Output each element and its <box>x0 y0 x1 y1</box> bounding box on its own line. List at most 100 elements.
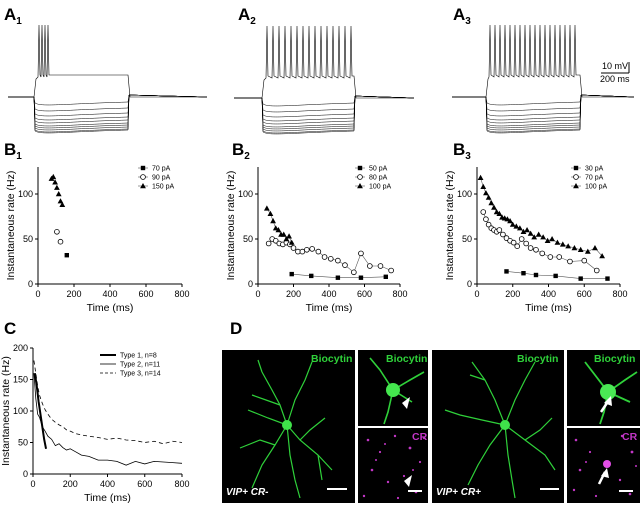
scale-bar-time-label: 200 ms <box>600 74 630 84</box>
panel-label-a3: A3 <box>453 5 471 27</box>
data-point <box>553 273 558 279</box>
data-point <box>539 250 546 257</box>
chart-b1: 0 200 400 600 800 0 50 100 Time (ms) Instantaneou… <box>5 166 190 315</box>
micrograph-tag-vip-cr-neg: VIP+ CR- <box>226 487 269 498</box>
legend-entry: 100 pA <box>369 184 392 191</box>
y-tick-label: 100 <box>13 406 28 416</box>
voltage-trace <box>452 94 635 134</box>
voltage-trace <box>8 94 208 117</box>
y-tick-label: 50 <box>243 234 253 244</box>
data-point <box>309 246 315 252</box>
micrograph-label-cr-1: CR <box>412 431 428 443</box>
series-line <box>480 177 603 257</box>
micrograph-label-biocytin-3: Biocytin <box>517 353 558 365</box>
data-point <box>493 209 500 215</box>
series-line <box>506 271 608 279</box>
neuron-2-morphology <box>444 361 556 499</box>
data-point <box>55 191 62 197</box>
legend-marker <box>573 174 579 180</box>
legend-entry: 80 pA <box>369 175 388 182</box>
legend-entry: 70 pA <box>152 166 171 173</box>
legend-entry: 70 pA <box>585 175 604 182</box>
data-point <box>289 271 294 277</box>
data-point <box>514 243 521 250</box>
data-point <box>571 245 578 251</box>
data-point <box>578 276 583 281</box>
data-point <box>593 267 600 274</box>
y-tick-label: 50 <box>18 438 28 448</box>
voltage-trace <box>8 94 208 124</box>
x-tick-label: 800 <box>612 289 627 299</box>
voltage-trace <box>8 94 208 134</box>
data-point <box>275 227 282 233</box>
micrographs: Biocytin Biocytin CR Biocytin Biocytin C… <box>222 350 640 503</box>
panel-label-b1: B1 <box>4 140 22 162</box>
cr-puncta-1 <box>362 434 426 500</box>
scale-bar: 10 mV 200 ms <box>600 61 630 84</box>
voltage-traces-a3 <box>452 24 635 134</box>
data-point <box>527 230 534 236</box>
data-point <box>477 174 484 180</box>
voltage-trace <box>452 94 635 121</box>
panel-label-b2: B2 <box>232 140 250 162</box>
data-point <box>496 227 503 233</box>
micrograph-label-biocytin-4: Biocytin <box>594 353 635 365</box>
series-line <box>33 373 183 466</box>
panel-label-a2: A2 <box>238 5 256 27</box>
data-point <box>280 231 287 237</box>
x-axis-label: Time (ms) <box>525 302 572 314</box>
data-point <box>358 275 364 280</box>
micrograph-label-biocytin-2: Biocytin <box>386 353 427 365</box>
data-point <box>503 235 510 241</box>
voltage-trace <box>234 95 415 122</box>
data-point <box>509 221 516 227</box>
data-point <box>290 245 297 251</box>
data-point <box>496 210 503 216</box>
data-point <box>483 190 489 196</box>
data-point <box>327 255 334 262</box>
voltage-trace <box>452 94 635 131</box>
legend-entry: 50 pA <box>369 166 388 173</box>
voltage-traces-a1 <box>8 24 208 134</box>
data-point <box>524 227 530 233</box>
voltage-trace <box>452 94 635 124</box>
voltage-trace <box>234 95 415 107</box>
legend-marker <box>140 174 146 180</box>
data-point <box>335 257 341 264</box>
voltage-trace <box>234 95 415 130</box>
data-point <box>267 210 274 216</box>
cr-puncta-2 <box>572 434 637 498</box>
legend-entry: 100 pA <box>585 184 608 191</box>
data-point <box>383 274 388 279</box>
data-point <box>315 248 322 255</box>
y-axis-label: Instantaneous rate (Hz) <box>225 171 237 281</box>
x-tick-label: 600 <box>138 289 153 299</box>
y-axis-label: Instantaneous rate (Hz) <box>5 171 17 281</box>
data-point <box>480 183 487 189</box>
y-axis-label: Instantaneous rate (Hz) <box>444 171 456 281</box>
data-point <box>64 253 69 258</box>
panel-label-d: D <box>230 319 242 338</box>
data-point <box>567 258 573 265</box>
data-point <box>540 234 547 240</box>
data-point <box>57 198 64 204</box>
series-line <box>482 211 597 271</box>
chart-b2: 0 200 400 600 800 0 50 100 Time (ms) Instantaneou… <box>225 166 408 315</box>
x-tick-label: 200 <box>505 289 520 299</box>
data-point <box>321 254 328 260</box>
data-point <box>358 250 364 257</box>
voltage-trace <box>8 94 208 112</box>
data-point <box>57 238 64 245</box>
legend-marker <box>140 165 146 171</box>
data-point <box>265 240 272 247</box>
legend-marker <box>573 183 579 189</box>
data-point <box>533 247 539 253</box>
x-tick-label: 200 <box>66 289 81 299</box>
x-tick-label: 200 <box>286 289 301 299</box>
panel-label-b3: B3 <box>453 140 471 162</box>
data-point <box>504 269 509 274</box>
x-axis-label: Time (ms) <box>306 302 353 314</box>
legend-entry: Type 1, n=8 <box>120 353 157 360</box>
data-point <box>556 254 563 260</box>
